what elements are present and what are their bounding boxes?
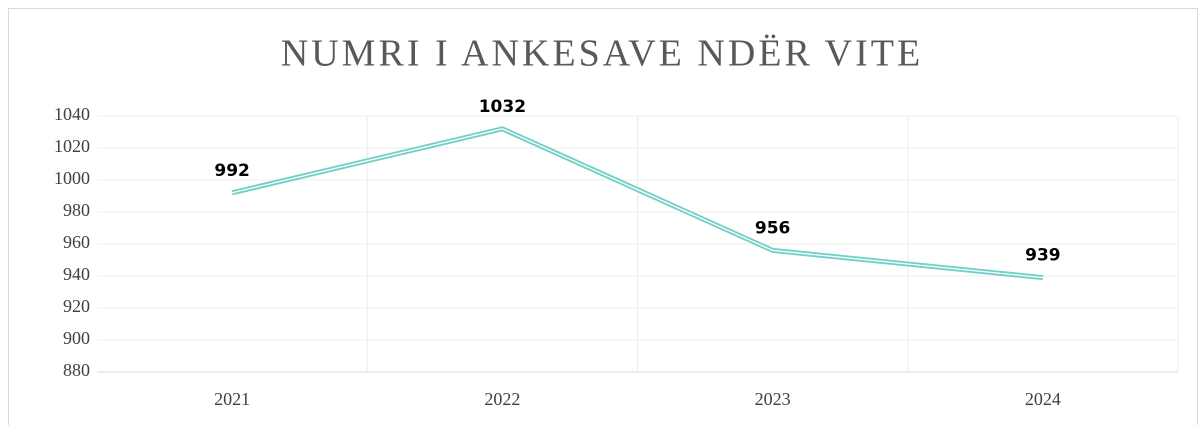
- y-tick-label: 900: [63, 328, 90, 348]
- x-tick-label: 2023: [755, 389, 791, 409]
- line-inner: [231, 128, 1043, 279]
- data-label: 956: [755, 218, 791, 238]
- y-tick-label: 1020: [54, 136, 90, 156]
- data-label: 992: [214, 161, 250, 181]
- chart-title: NUMRI I ANKESAVE NDËR VITE: [281, 33, 923, 75]
- x-tick-label: 2024: [1025, 389, 1061, 409]
- y-tick-label: 920: [63, 296, 90, 316]
- data-label: 939: [1025, 246, 1061, 266]
- data-label: 1032: [479, 97, 526, 117]
- y-tick-label: 980: [63, 200, 90, 220]
- x-tick-label: 2021: [214, 389, 250, 409]
- y-tick-label: 960: [63, 232, 90, 252]
- x-tick-label: 2022: [484, 389, 520, 409]
- chart-border: [8, 8, 1198, 425]
- y-tick-label: 1000: [54, 168, 90, 188]
- y-tick-label: 880: [63, 360, 90, 380]
- y-tick-label: 1040: [54, 104, 90, 124]
- y-tick-label: 940: [63, 264, 90, 284]
